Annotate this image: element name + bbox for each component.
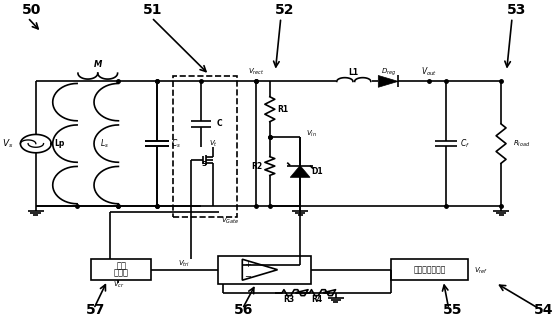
Text: $V_s$: $V_s$ [2,137,14,150]
Text: 51: 51 [143,3,163,17]
Text: 57: 57 [86,303,105,317]
Text: $C_f$: $C_f$ [460,137,470,150]
Text: $V_{rect}$: $V_{rect}$ [248,67,264,77]
Text: 触发器: 触发器 [113,269,129,278]
Text: $L_s$: $L_s$ [100,137,108,150]
Text: 单稳: 单稳 [116,261,126,271]
Polygon shape [290,166,310,177]
Text: $V_{out}$: $V_{out}$ [421,66,438,78]
Text: 比例积分控制器: 比例积分控制器 [413,265,446,274]
Bar [391,259,468,280]
Text: 50: 50 [22,3,41,17]
Text: 55: 55 [443,303,463,317]
Text: L1: L1 [349,68,359,77]
Text: $D_{reg}$: $D_{reg}$ [381,67,396,78]
Text: 56: 56 [234,303,253,317]
Text: $V_{in}$: $V_{in}$ [306,129,316,139]
Text: $V_{cr}$: $V_{cr}$ [112,279,124,290]
Text: 53: 53 [506,3,526,17]
Text: $V_{tri}$: $V_{tri}$ [178,259,191,269]
Text: C: C [216,119,222,128]
Polygon shape [378,75,398,87]
Text: $V_t$: $V_t$ [209,138,218,149]
Text: $R_{load}$: $R_{load}$ [513,138,530,149]
Text: D1: D1 [311,167,323,176]
Bar [91,259,151,280]
Text: R4: R4 [311,295,322,304]
Text: R1: R1 [277,105,288,114]
Text: S: S [201,161,206,166]
Text: Lp: Lp [55,139,65,148]
Text: $-$: $-$ [244,270,252,279]
Text: $V_{Gate}$: $V_{Gate}$ [221,216,240,226]
Text: 52: 52 [276,3,295,17]
Text: M: M [93,60,102,69]
Bar [173,76,237,217]
Bar [217,256,311,284]
Text: R2: R2 [252,162,263,171]
Text: R3: R3 [283,295,295,304]
Text: $C_s$: $C_s$ [170,137,181,150]
Text: $V_{ref}$: $V_{ref}$ [473,266,487,276]
Text: +: + [244,260,251,269]
Text: 54: 54 [534,303,553,317]
